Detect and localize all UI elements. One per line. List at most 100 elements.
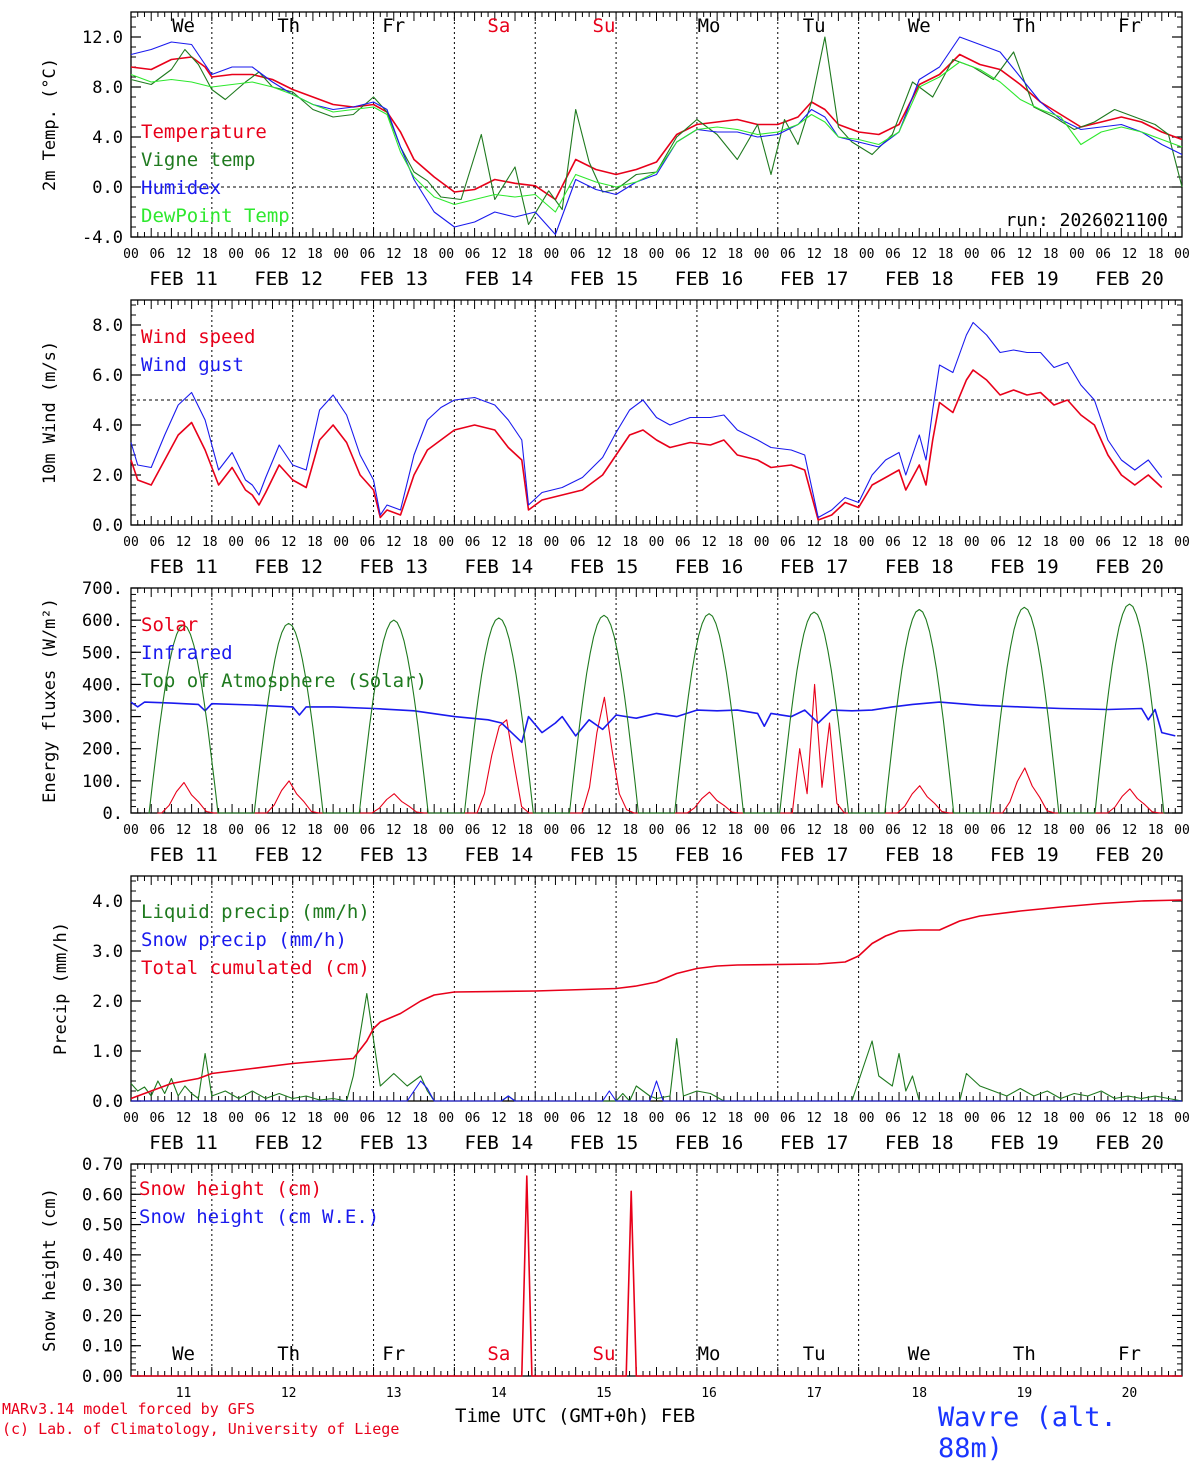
hour-tick-label: 00 [649, 823, 665, 838]
chart-panel-3: 0. 100. 200. 300. 400. 500. 600. 700. Energy flu… [40, 579, 1190, 866]
y-tick-label: 4.0 [92, 128, 123, 148]
day-label: Sa [487, 1343, 510, 1365]
run-label: run: 2026021100 [1005, 210, 1168, 231]
date-label: FEB 17 [780, 268, 849, 290]
y-tick-label: 0.50 [82, 1216, 123, 1236]
hour-tick-label: 00 [1069, 247, 1085, 262]
hour-tick-label: 18 [833, 535, 849, 550]
hour-tick-label: 12 [596, 535, 612, 550]
hour-tick-label: 00 [228, 247, 244, 262]
hour-tick-label: 12 [701, 1111, 717, 1126]
series-line-wind-gust [130, 321, 1163, 519]
hour-tick-label: 18 [1043, 247, 1059, 262]
y-tick-label: 0.0 [92, 516, 123, 536]
hour-tick-label: 18 [202, 823, 218, 838]
day-label: We [172, 15, 195, 37]
day-number-label: 12 [281, 1386, 297, 1401]
hour-tick-label: 18 [412, 535, 428, 550]
legend-entry: Top of Atmosphere (Solar) [141, 670, 427, 692]
hour-tick-label: 06 [1095, 247, 1111, 262]
date-label: FEB 20 [1095, 844, 1164, 866]
hour-tick-label: 00 [438, 823, 454, 838]
day-label: Mo [698, 1343, 721, 1365]
hour-tick-label: 18 [938, 823, 954, 838]
hour-tick-label: 06 [149, 823, 165, 838]
hour-tick-label: 18 [202, 1111, 218, 1126]
series-line-solar [157, 683, 1165, 814]
y-tick-label: 0.70 [82, 1155, 123, 1175]
chart-panel-1: -4.0 0.0 4.0 8.0 12.0 2m Temp. (°C) Temperatur… [40, 11, 1190, 290]
hour-tick-label: 12 [596, 247, 612, 262]
hour-tick-label: 18 [1043, 823, 1059, 838]
day-number-label: 19 [1017, 1386, 1033, 1401]
hour-tick-label: 12 [281, 1111, 297, 1126]
hour-tick-label: 00 [123, 823, 139, 838]
hour-tick-label: 06 [360, 823, 376, 838]
hour-tick-label: 18 [833, 247, 849, 262]
hour-tick-label: 18 [1043, 535, 1059, 550]
hour-tick-label: 00 [649, 535, 665, 550]
legend-entry: Total cumulated (cm) [141, 957, 370, 979]
chart-panel-5: 0.00 0.10 0.20 0.30 0.40 0.50 0.60 0.70 Snow hei… [40, 1155, 1183, 1401]
hour-tick-label: 06 [255, 823, 271, 838]
hour-tick-label: 18 [307, 535, 323, 550]
hour-tick-label: 12 [176, 247, 192, 262]
date-label: FEB 16 [675, 1132, 744, 1154]
hour-tick-label: 00 [964, 823, 980, 838]
date-label: FEB 13 [359, 268, 428, 290]
y-tick-label: 4.0 [92, 416, 123, 436]
day-label: We [908, 15, 931, 37]
y-tick-label: -4.0 [82, 228, 123, 248]
hour-tick-label: 12 [1017, 535, 1033, 550]
date-label: FEB 11 [149, 1132, 218, 1154]
y-tick-label: 0.60 [82, 1185, 123, 1205]
hour-tick-label: 06 [360, 247, 376, 262]
y-axis-label: 2m Temp. (°C) [40, 58, 60, 191]
x-axis-title: Time UTC (GMT+0h) FEB [455, 1405, 696, 1427]
date-label: FEB 19 [990, 1132, 1059, 1154]
day-number-label: 13 [386, 1386, 402, 1401]
hour-tick-label: 12 [176, 823, 192, 838]
y-tick-label: 0.30 [82, 1276, 123, 1296]
legend-entry: Snow height (cm) [139, 1178, 322, 1200]
hour-tick-label: 06 [360, 535, 376, 550]
series-line-total-cumulated-cm [130, 899, 1183, 1100]
day-label: Th [1013, 1343, 1036, 1365]
y-tick-label: 200. [82, 740, 123, 760]
date-label: FEB 19 [990, 556, 1059, 578]
hour-tick-label: 00 [859, 823, 875, 838]
legend-entry: DewPoint Temp [141, 205, 290, 227]
hour-tick-label: 18 [622, 1111, 638, 1126]
legend-entry: Wind speed [141, 326, 255, 348]
hour-tick-label: 12 [386, 247, 402, 262]
hour-tick-label: 12 [701, 535, 717, 550]
hour-tick-label: 06 [570, 535, 586, 550]
date-label: FEB 13 [359, 844, 428, 866]
hour-tick-label: 00 [333, 823, 349, 838]
day-label: Th [277, 1343, 300, 1365]
y-tick-label: 600. [82, 611, 123, 631]
day-number-label: 20 [1122, 1386, 1138, 1401]
y-tick-label: 700. [82, 579, 123, 599]
hour-tick-label: 00 [228, 535, 244, 550]
y-tick-label: 400. [82, 675, 123, 695]
hour-tick-label: 18 [517, 535, 533, 550]
hour-tick-label: 18 [307, 823, 323, 838]
hour-tick-label: 06 [780, 247, 796, 262]
date-label: FEB 16 [675, 844, 744, 866]
hour-tick-label: 18 [622, 247, 638, 262]
hour-tick-label: 00 [649, 1111, 665, 1126]
hour-tick-label: 06 [675, 1111, 691, 1126]
date-label: FEB 14 [465, 844, 534, 866]
date-label: FEB 17 [780, 1132, 849, 1154]
date-label: FEB 15 [570, 268, 639, 290]
date-label: FEB 19 [990, 268, 1059, 290]
date-label: FEB 11 [149, 844, 218, 866]
hour-tick-label: 00 [544, 247, 560, 262]
hour-tick-label: 06 [465, 823, 481, 838]
hour-tick-label: 18 [307, 247, 323, 262]
y-tick-label: 100. [82, 772, 123, 792]
legend-entry: Solar [141, 614, 198, 636]
hour-tick-label: 06 [570, 247, 586, 262]
date-label: FEB 18 [885, 844, 954, 866]
